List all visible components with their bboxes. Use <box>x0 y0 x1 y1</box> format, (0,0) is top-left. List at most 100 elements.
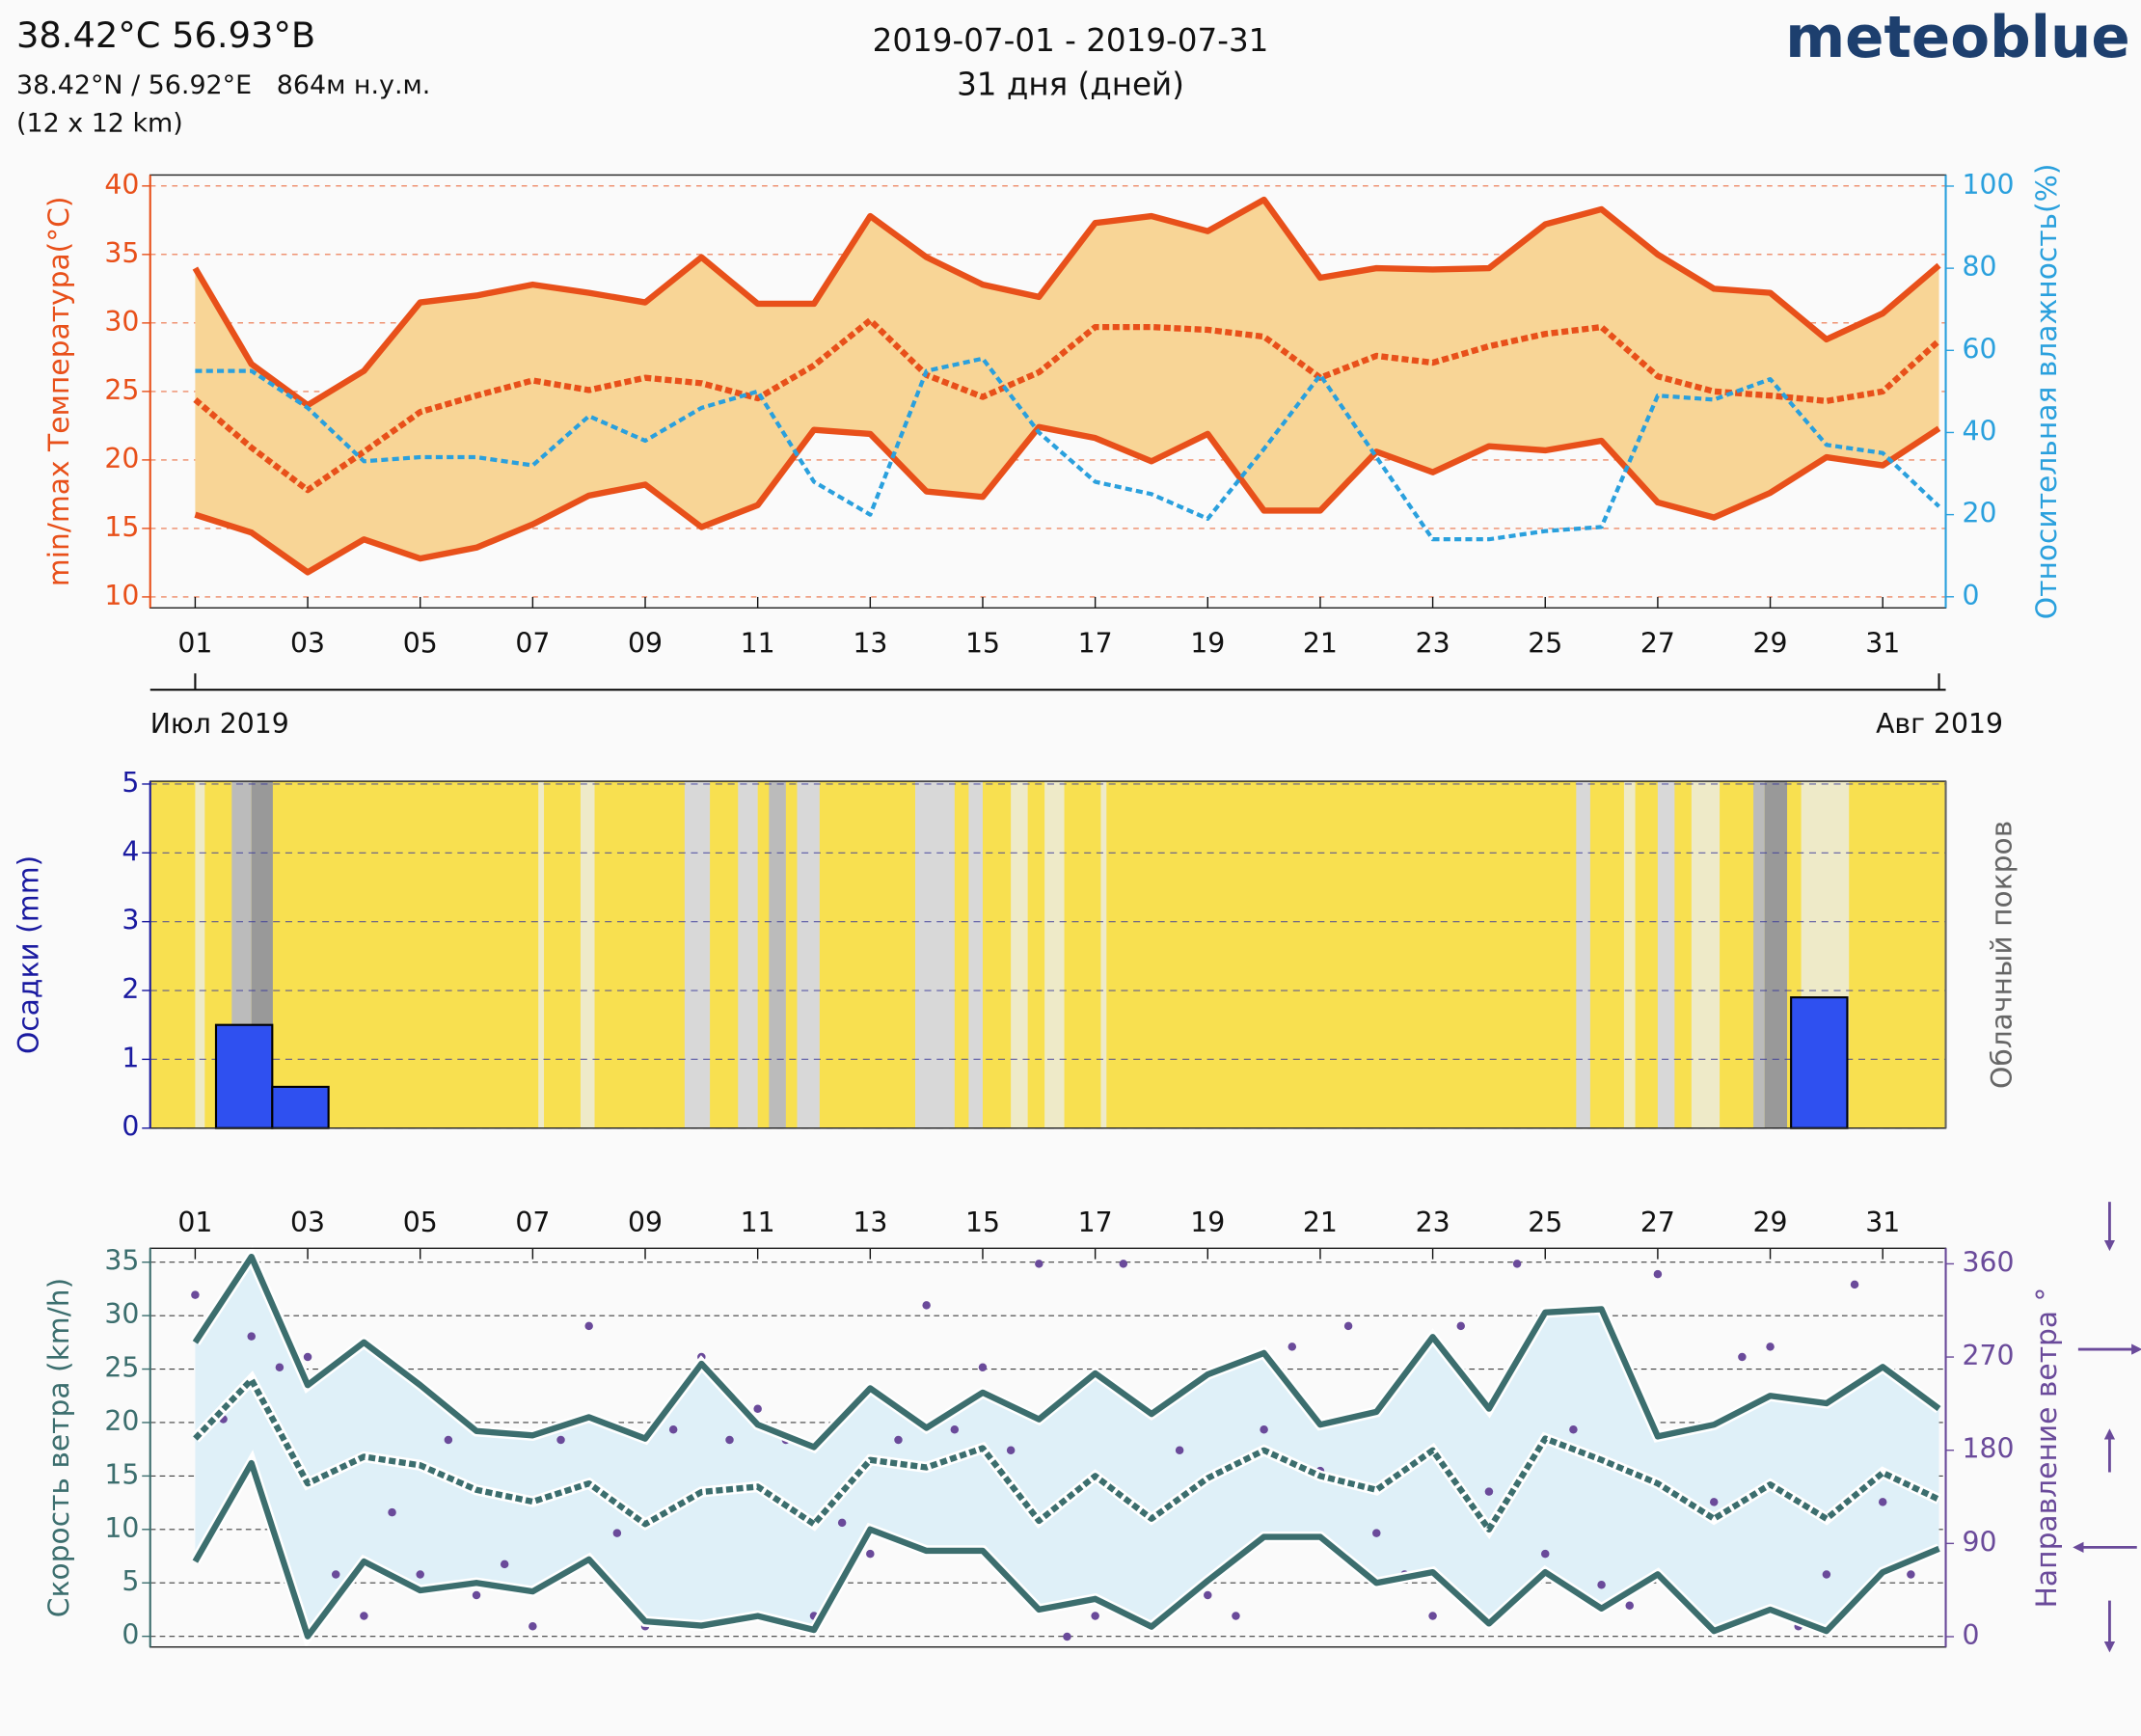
series-line <box>192 1253 1941 1451</box>
y2-tick-label: 0 <box>1963 1619 1980 1651</box>
y-tick-label: 10 <box>104 1512 139 1544</box>
direction-point <box>1428 1612 1437 1620</box>
direction-point <box>584 1321 593 1331</box>
direction-point <box>1035 1260 1043 1268</box>
x-tick-label: 03 <box>290 1207 325 1238</box>
direction-point <box>444 1435 453 1445</box>
series-line <box>194 423 1941 576</box>
x-tick-label: 19 <box>1190 628 1225 660</box>
direction-point <box>388 1507 396 1517</box>
direction-point <box>668 1424 678 1434</box>
series-line <box>193 316 1941 494</box>
direction-point <box>556 1435 565 1445</box>
cloud-band <box>195 781 205 1128</box>
y2-axis-label: Относительная влажность(%) <box>2030 164 2064 620</box>
cloud-band <box>1044 781 1065 1128</box>
direction-point <box>1907 1570 1915 1579</box>
direction-point <box>1232 1612 1240 1620</box>
direction-point <box>500 1560 509 1569</box>
y-tick-label: 20 <box>104 1405 139 1437</box>
x-tick-label: 15 <box>965 628 1000 660</box>
cloud-band <box>1011 781 1028 1128</box>
x-tick-label: 03 <box>290 628 325 660</box>
location-title: 38.42°C 56.93°В <box>16 14 315 56</box>
y-tick-label: 0 <box>122 1111 139 1143</box>
y-tick-label: 10 <box>104 580 139 611</box>
y-tick-label: 1 <box>122 1042 139 1073</box>
x-tick-label: 25 <box>1528 628 1562 660</box>
cloud-band <box>769 781 786 1128</box>
direction-point <box>1287 1343 1297 1351</box>
direction-point <box>1063 1632 1071 1641</box>
coordinates: 38.42°N / 56.92°E 864м н.у.м. <box>16 70 430 100</box>
y2-tick-label: 100 <box>1963 169 2015 201</box>
y2-tick-label: 80 <box>1963 251 1997 283</box>
y-tick-label: 35 <box>104 1245 139 1277</box>
x-tick-label: 05 <box>403 628 438 660</box>
y2-tick-label: 180 <box>1963 1433 2015 1465</box>
y-tick-label: 2 <box>122 973 139 1005</box>
y-tick-label: 5 <box>122 767 139 799</box>
direction-point <box>1625 1601 1634 1611</box>
y-tick-label: 0 <box>122 1619 139 1651</box>
x-tick-label: 19 <box>1190 1207 1225 1238</box>
direction-point <box>753 1404 762 1413</box>
direction-point <box>191 1290 200 1299</box>
cloud-band <box>1691 781 1721 1128</box>
y2-tick-label: 270 <box>1963 1340 2015 1371</box>
bar <box>214 1023 274 1129</box>
direction-point <box>866 1549 875 1559</box>
direction-point <box>360 1612 368 1620</box>
x-tick-label: 27 <box>1640 1207 1675 1238</box>
direction-point <box>1569 1424 1578 1434</box>
x-tick-label: 07 <box>515 1207 550 1238</box>
cloud-band <box>538 781 545 1128</box>
direction-point <box>1006 1446 1016 1454</box>
direction-point <box>837 1518 847 1528</box>
cloud-band <box>968 781 983 1128</box>
panel: 10 15 20 25 30 35 40 0 20 40 60 80 100 min/max Темпер… <box>42 164 2064 741</box>
direction-point <box>331 1570 340 1579</box>
y-tick-label: 25 <box>104 1352 139 1384</box>
direction-point <box>1175 1446 1184 1454</box>
y-tick-label: 3 <box>122 905 139 936</box>
direction-point <box>1119 1260 1128 1268</box>
y-axis-label: Скорость ветра (km/h) <box>42 1278 76 1617</box>
day-count: 31 дня (дней) <box>957 66 1184 102</box>
x-tick-label: 29 <box>1753 1207 1788 1238</box>
y2-tick-label: 20 <box>1963 498 1997 529</box>
panel: 0 1 2 3 4 5 Осадки (mm) Облачный покров <box>13 767 2019 1143</box>
direction-point <box>894 1435 903 1445</box>
x-tick-label: 21 <box>1303 628 1338 660</box>
x-tick-label: 17 <box>1078 628 1113 660</box>
range-band <box>195 200 1939 573</box>
resolution: (12 x 12 km) <box>16 109 183 139</box>
direction-point <box>950 1424 960 1434</box>
direction-point <box>1541 1549 1550 1559</box>
x-tick-label: 13 <box>853 628 887 660</box>
direction-point <box>1343 1321 1353 1331</box>
period: 2019-07-01 - 2019-07-31 <box>873 22 1269 59</box>
x-tick-label: 23 <box>1416 1207 1450 1238</box>
y2-axis-label: Облачный покров <box>1986 821 2019 1089</box>
series-line <box>195 356 1941 542</box>
direction-point <box>275 1363 285 1372</box>
x-tick-label: 01 <box>177 628 212 660</box>
y2-tick-label: 90 <box>1963 1526 1997 1558</box>
direction-point <box>725 1435 734 1445</box>
direction-point <box>303 1352 312 1362</box>
direction-point <box>1653 1269 1663 1279</box>
x-tick-label: 09 <box>628 628 663 660</box>
y-tick-label: 5 <box>122 1565 139 1597</box>
y-tick-label: 20 <box>104 443 139 475</box>
range-band <box>195 1257 1939 1637</box>
x-tick-label: 31 <box>1865 1207 1900 1238</box>
series-line <box>192 1459 1940 1640</box>
series-line <box>192 196 1941 409</box>
y-axis-label: Осадки (mm) <box>13 855 46 1054</box>
direction-point <box>612 1529 622 1537</box>
cloud-band <box>914 781 955 1128</box>
direction-point <box>1850 1280 1859 1289</box>
cloud-band <box>1623 781 1636 1128</box>
